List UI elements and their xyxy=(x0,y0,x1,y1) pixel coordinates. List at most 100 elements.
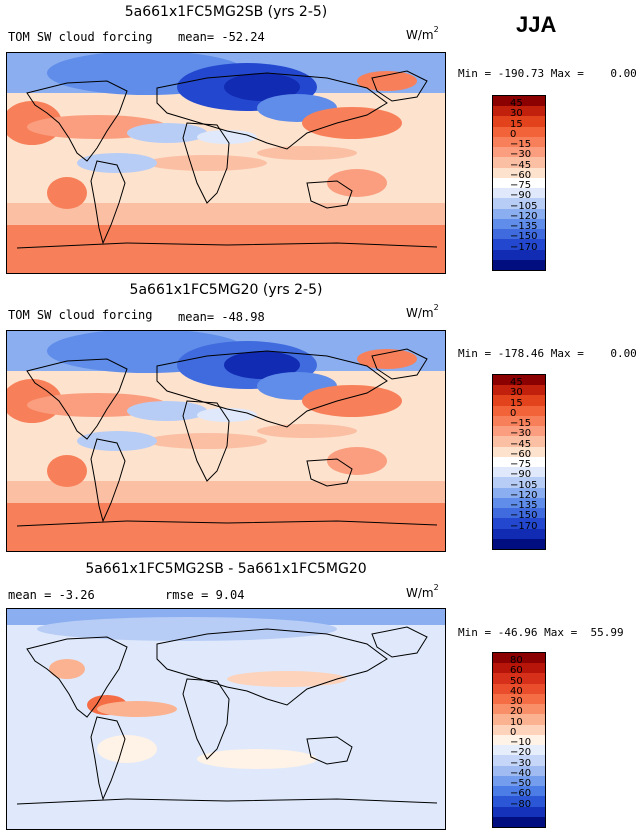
units-label: W/m2 xyxy=(406,303,439,320)
contour-region xyxy=(47,455,87,487)
min-max-label: Min = -178.46 Max = 0.00 xyxy=(458,347,637,360)
colorbar-label: 50 xyxy=(510,675,523,687)
units-base: W/m xyxy=(406,586,434,600)
colorbar-segment xyxy=(493,395,545,407)
colorbar-segment xyxy=(493,436,545,448)
colorbar-label: 40 xyxy=(510,685,523,697)
colorbar-segment xyxy=(493,806,545,818)
contour-region xyxy=(257,424,357,438)
colorbar-label: −45 xyxy=(510,159,532,171)
colorbar-segment xyxy=(493,467,545,478)
min-max-label: Min = -46.96 Max = 55.99 xyxy=(458,626,624,639)
colorbar-label: −15 xyxy=(510,418,532,430)
colorbar-segment xyxy=(493,755,545,767)
colorbar-segment xyxy=(493,497,545,509)
coastline xyxy=(182,122,230,204)
colorbar-label: −30 xyxy=(510,428,532,440)
contour-region xyxy=(302,107,402,139)
contour-region xyxy=(257,146,357,160)
colorbar xyxy=(492,374,546,550)
colorbar-label: −20 xyxy=(510,747,532,759)
colorbar-segment xyxy=(493,653,545,664)
coastline xyxy=(90,438,126,523)
panel-title: 5a661x1FC5MG2SB (yrs 2-5) xyxy=(124,4,328,20)
colorbar-label: −120 xyxy=(510,489,538,501)
coastline xyxy=(156,350,388,428)
colorbar-segment xyxy=(493,714,545,726)
colorbar-label: 30 xyxy=(510,696,523,708)
colorbar-label: −80 xyxy=(510,798,532,810)
colorbar-label: −150 xyxy=(510,510,538,522)
colorbar-segment xyxy=(493,147,545,158)
colorbar-label: 0 xyxy=(510,726,517,738)
min-max-label: Min = -190.73 Max = 0.00 xyxy=(458,67,637,80)
colorbar-segment xyxy=(493,673,545,685)
colorbar-segment xyxy=(493,518,545,530)
colorbar-label: −75 xyxy=(510,459,532,471)
colorbar-segment xyxy=(493,136,545,148)
colorbar-label: 10 xyxy=(510,716,523,728)
contour-region xyxy=(302,385,402,417)
coastline xyxy=(26,636,128,718)
contour-region xyxy=(357,71,417,91)
colorbar-segment xyxy=(493,477,545,489)
contour-region xyxy=(327,169,387,197)
colorbar-segment xyxy=(493,218,545,230)
contour-map xyxy=(7,53,445,273)
colorbar-label: 45 xyxy=(510,98,523,110)
contour-region xyxy=(224,73,300,101)
colorbar xyxy=(492,652,546,828)
contour-region xyxy=(127,123,207,143)
panel-title: 5a661x1FC5MG20 (yrs 2-5) xyxy=(129,282,323,298)
coastline xyxy=(156,72,388,150)
colorbar-label: −60 xyxy=(510,169,532,181)
units-base: W/m xyxy=(406,28,434,42)
colorbar xyxy=(492,95,546,271)
contour-region xyxy=(77,153,157,173)
contour-region xyxy=(47,177,87,209)
colorbar-label: −30 xyxy=(510,149,532,161)
colorbar-segment xyxy=(493,239,545,251)
coastline xyxy=(90,716,126,801)
colorbar-segment xyxy=(493,538,545,550)
colorbar-segment xyxy=(493,446,545,458)
coastline xyxy=(16,520,438,527)
colorbar-label: −105 xyxy=(510,479,538,491)
colorbar-label: 20 xyxy=(510,706,523,718)
map-plot xyxy=(6,52,446,274)
colorbar-segment xyxy=(493,375,545,386)
units-exponent: 2 xyxy=(433,303,439,312)
colorbar-label: −10 xyxy=(510,737,532,749)
units-label: W/m2 xyxy=(406,25,439,42)
coastline xyxy=(182,678,230,760)
contour-region xyxy=(147,155,267,171)
colorbar-label: −90 xyxy=(510,469,532,481)
colorbar-label: −170 xyxy=(510,241,538,253)
units-exponent: 2 xyxy=(433,583,439,592)
units-base: W/m xyxy=(406,306,434,320)
colorbar-label: −75 xyxy=(510,180,532,192)
colorbar-label: −40 xyxy=(510,767,532,779)
colorbar-label: 30 xyxy=(510,387,523,399)
colorbar-segment xyxy=(493,157,545,169)
contour-region xyxy=(97,701,177,717)
colorbar-label: −135 xyxy=(510,221,538,233)
colorbar-segment xyxy=(493,126,545,138)
season-label: JJA xyxy=(516,12,557,37)
colorbar-label: −105 xyxy=(510,200,538,212)
colorbar-label: −60 xyxy=(510,448,532,460)
colorbar-segment xyxy=(493,704,545,715)
contour-region xyxy=(127,401,207,421)
contour-map xyxy=(7,609,445,829)
variable-label: TOM SW cloud forcing xyxy=(8,30,153,44)
mean-label: mean= -48.98 xyxy=(178,310,265,324)
colorbar-segment xyxy=(493,106,545,117)
colorbar-segment xyxy=(493,198,545,210)
colorbar-label: −50 xyxy=(510,778,532,790)
contour-region xyxy=(197,749,317,769)
mean-label: mean= -52.24 xyxy=(178,30,265,44)
colorbar-segment xyxy=(493,249,545,261)
variable-label: TOM SW cloud forcing xyxy=(8,308,153,322)
coastline xyxy=(16,242,438,249)
units-label: W/m2 xyxy=(406,583,439,600)
